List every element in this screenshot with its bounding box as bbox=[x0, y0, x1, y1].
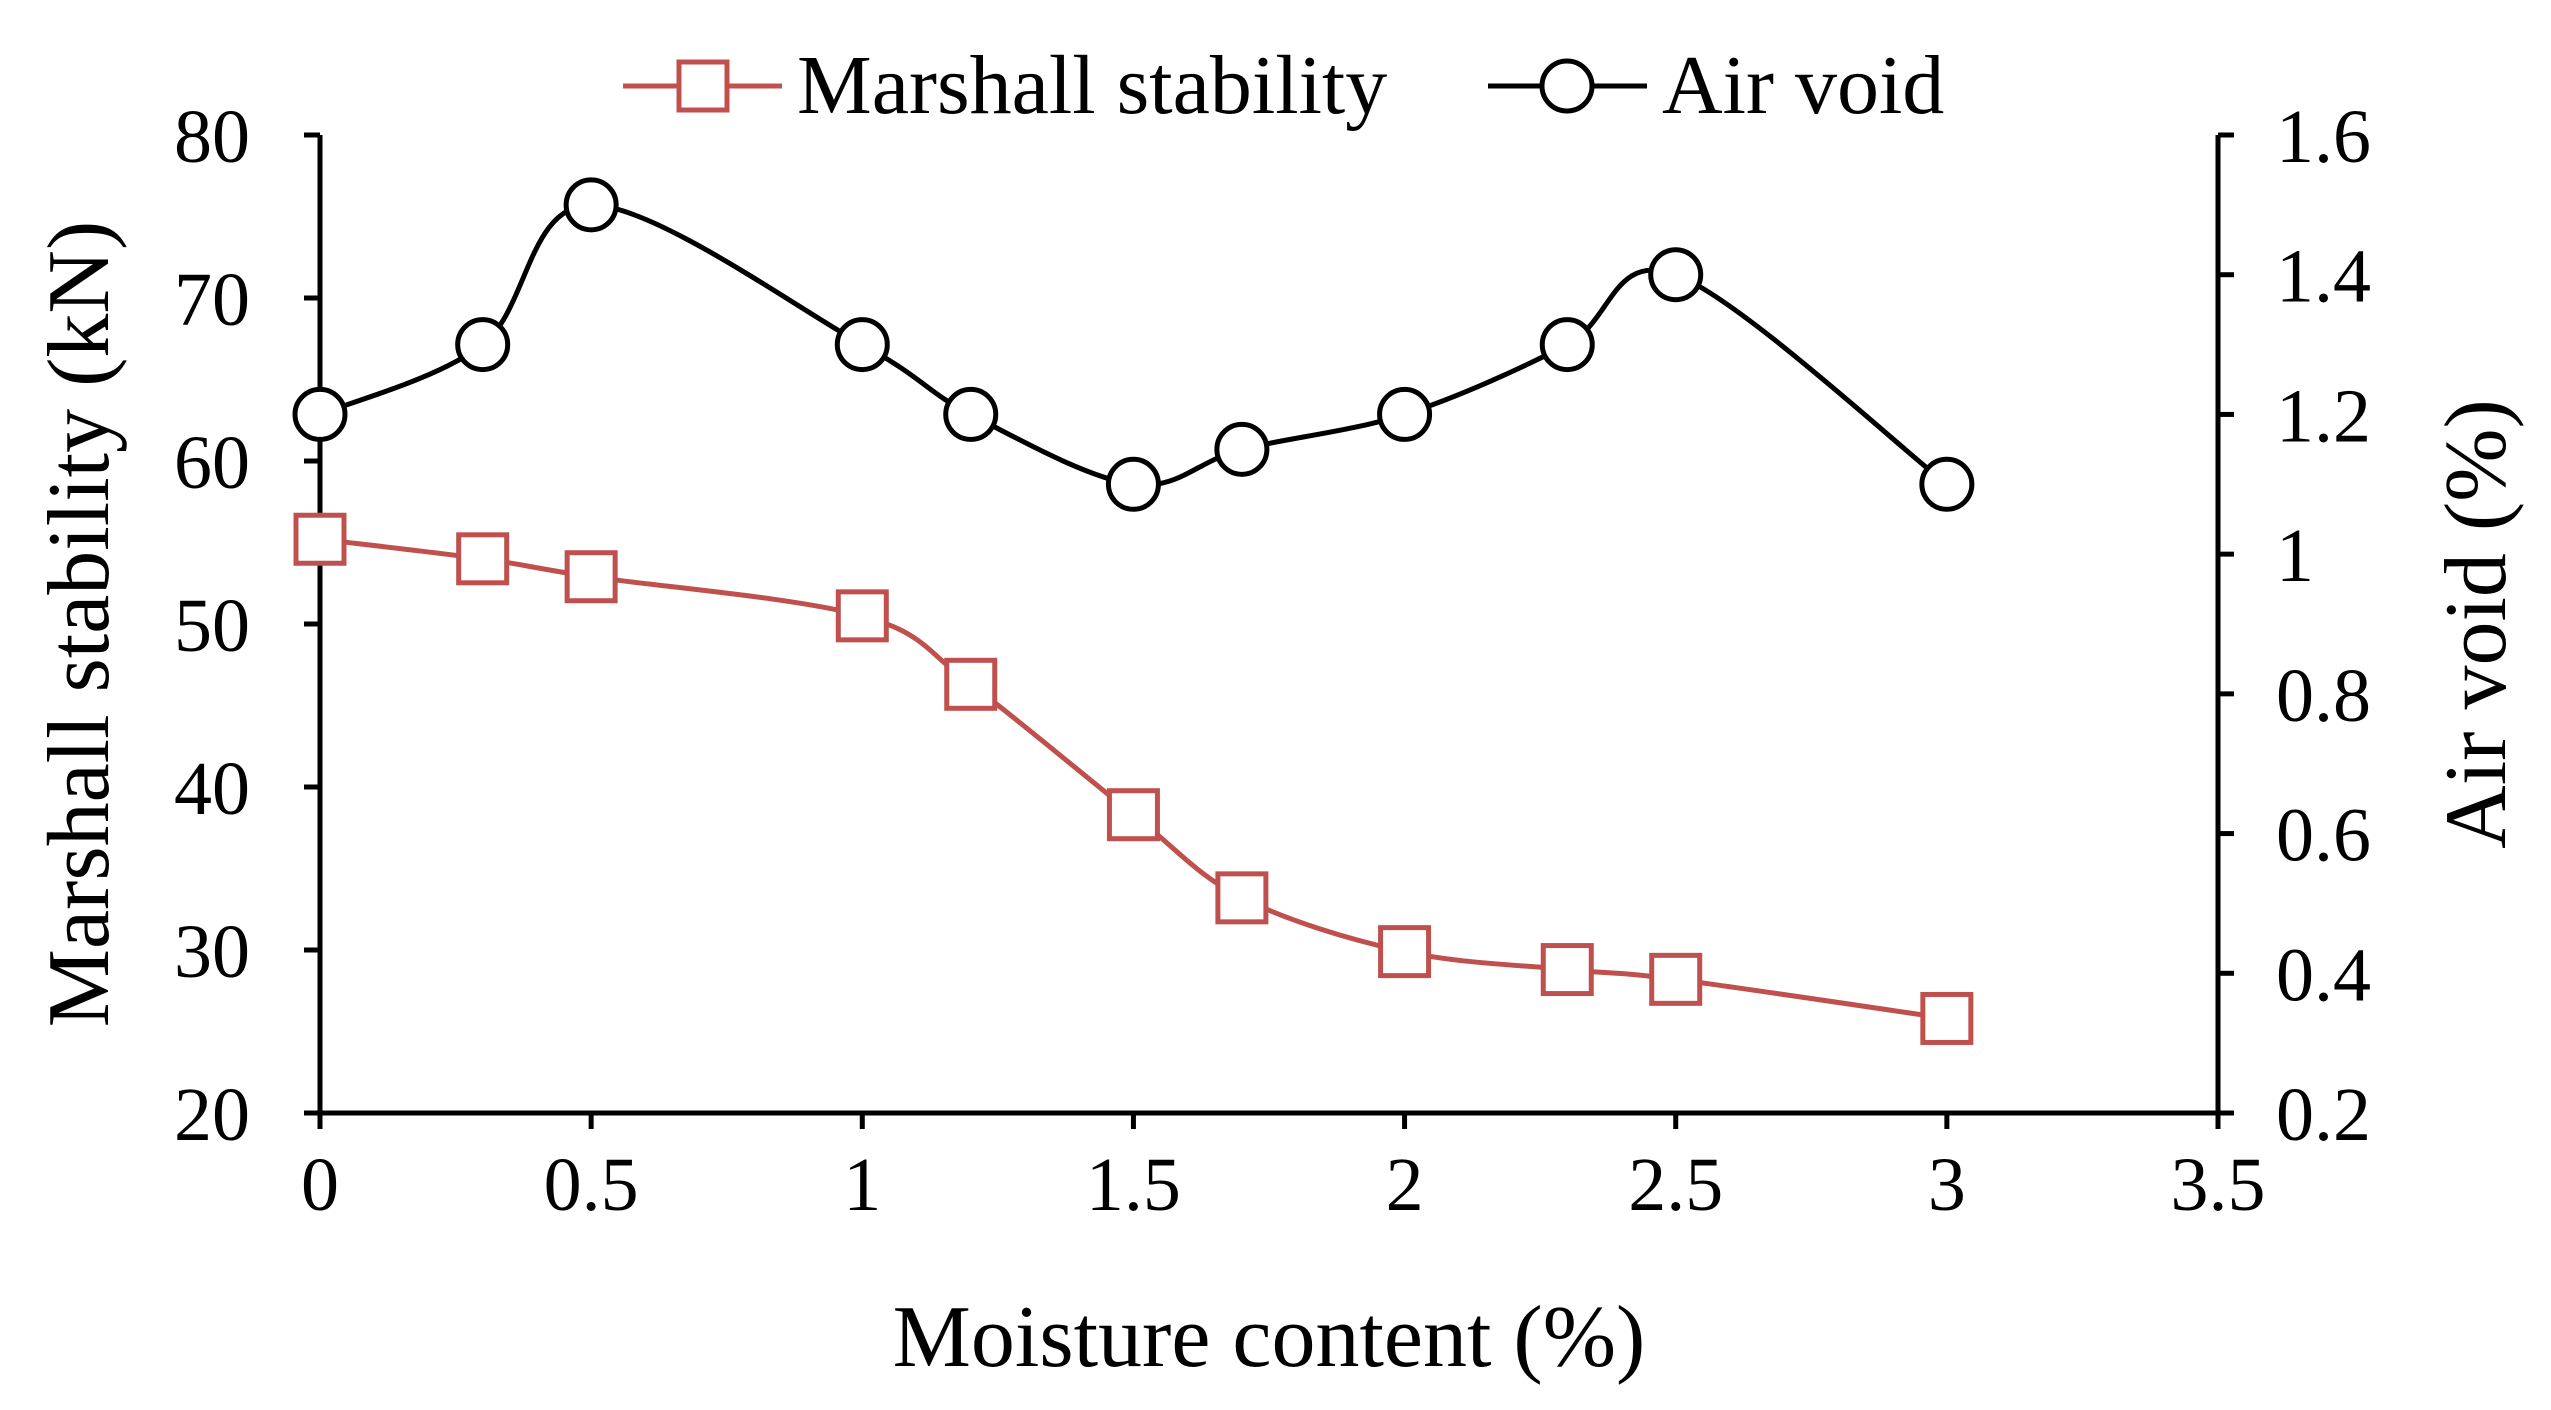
data-point-marshall-stability bbox=[1649, 952, 1703, 1006]
data-point-air-void bbox=[455, 317, 511, 373]
legend: Marshall stability Air void bbox=[623, 39, 1944, 132]
y-tick-label-right: 0.2 bbox=[2276, 1073, 2371, 1157]
data-point-air-void bbox=[1919, 456, 1975, 512]
data-point-air-void bbox=[1105, 456, 1161, 512]
x-axis-label: Moisture content (%) bbox=[893, 1289, 1646, 1386]
legend-marker-marshall-stability bbox=[676, 59, 730, 113]
y-tick-label-left: 60 bbox=[174, 421, 250, 505]
ticks bbox=[304, 132, 2234, 1129]
x-tick-label: 1 bbox=[843, 1143, 881, 1227]
data-point-marshall-stability bbox=[1215, 871, 1269, 925]
data-point-air-void bbox=[943, 386, 999, 442]
y-tick-label-left: 40 bbox=[174, 747, 250, 831]
data-point-marshall-stability bbox=[1378, 925, 1432, 979]
data-point-marshall-stability bbox=[835, 589, 889, 643]
data-point-marshall-stability bbox=[944, 657, 998, 711]
y-tick-label-left: 20 bbox=[174, 1073, 250, 1157]
y-tick-label-left: 30 bbox=[174, 910, 250, 994]
data-point-air-void bbox=[1377, 386, 1433, 442]
x-tick-label: 3.5 bbox=[2171, 1143, 2266, 1227]
x-tick-label: 1.5 bbox=[1086, 1143, 1181, 1227]
x-tick-label: 2 bbox=[1386, 1143, 1424, 1227]
y-tick-label-right: 1.6 bbox=[2276, 95, 2371, 179]
data-point-marshall-stability bbox=[293, 512, 347, 566]
y-tick-label-right: 1.2 bbox=[2276, 374, 2371, 458]
y-axis-left-label: Marshall stability (kN) bbox=[31, 221, 128, 1028]
series-marshall-stability bbox=[293, 512, 1974, 1045]
data-point-marshall-stability bbox=[1540, 943, 1594, 997]
x-tick-label: 3 bbox=[1928, 1143, 1966, 1227]
legend-entry-air-void: Air void bbox=[1488, 39, 1944, 132]
legend-marker-air-void bbox=[1539, 58, 1595, 114]
y-tick-label-left: 50 bbox=[174, 584, 250, 668]
data-point-air-void bbox=[834, 317, 890, 373]
data-point-marshall-stability bbox=[1106, 788, 1160, 842]
series-layer bbox=[292, 177, 1975, 1045]
legend-label-marshall-stability: Marshall stability bbox=[797, 39, 1387, 132]
legend-entry-marshall-stability: Marshall stability bbox=[623, 39, 1387, 132]
data-point-marshall-stability bbox=[456, 532, 510, 586]
y-tick-label-right: 0.6 bbox=[2276, 794, 2371, 878]
x-tick-label: 2.5 bbox=[1628, 1143, 1723, 1227]
data-point-air-void bbox=[292, 386, 348, 442]
series-air-void bbox=[292, 177, 1975, 512]
data-point-air-void bbox=[1648, 247, 1704, 303]
data-point-air-void bbox=[1539, 317, 1595, 373]
x-tick-label: 0.5 bbox=[544, 1143, 639, 1227]
legend-label-air-void: Air void bbox=[1662, 39, 1944, 132]
y-tick-label-left: 80 bbox=[174, 95, 250, 179]
y-tick-label-left: 70 bbox=[174, 258, 250, 342]
data-point-air-void bbox=[1214, 421, 1270, 477]
y-tick-label-right: 0.8 bbox=[2276, 654, 2371, 738]
y-tick-label-right: 1.4 bbox=[2276, 235, 2371, 319]
x-tick-label: 0 bbox=[301, 1143, 339, 1227]
data-point-air-void bbox=[563, 177, 619, 233]
data-point-marshall-stability bbox=[1920, 991, 1974, 1045]
y-tick-label-right: 0.4 bbox=[2276, 933, 2371, 1017]
y-axis-right-label: Air void (%) bbox=[2428, 399, 2525, 849]
tick-labels: 0 0.5 1 1.5 2 2.5 3 3.5 20 30 40 50 60 70 80 0.2 0.4 0.6 0… bbox=[174, 95, 2371, 1227]
data-point-marshall-stability bbox=[564, 550, 618, 604]
y-tick-label-right: 1 bbox=[2276, 514, 2314, 598]
